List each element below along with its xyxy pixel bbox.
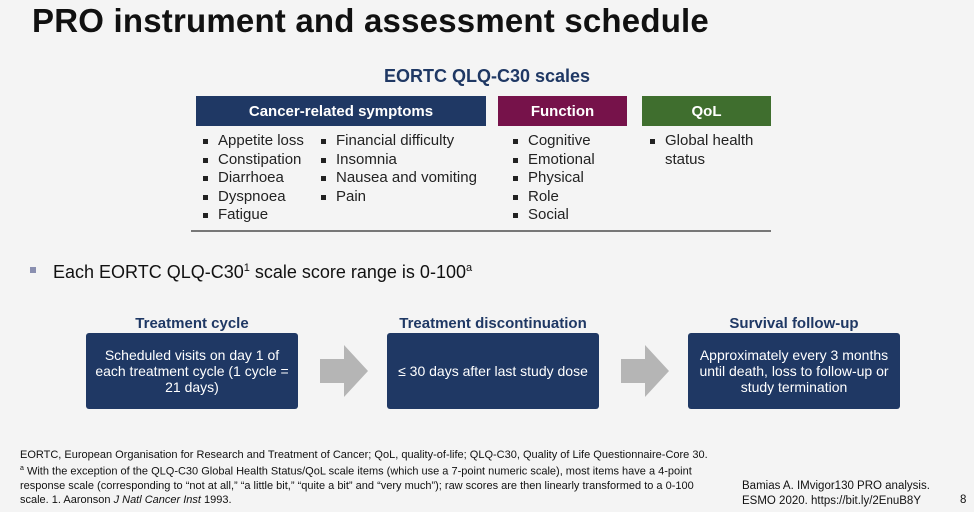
divider (191, 230, 771, 232)
symptoms-list-1: Appetite loss Constipation Diarrhoea Dys… (200, 132, 318, 225)
stage-label-treatment-cycle: Treatment cycle (135, 315, 249, 332)
list-item: Pain (318, 188, 478, 207)
list-item: Dyspnoea (200, 188, 318, 207)
stage-box-survival: Approximately every 3 months until death… (688, 333, 900, 409)
stage-box-discontinuation: ≤ 30 days after last study dose (387, 333, 599, 409)
symptoms-header: Cancer-related symptoms (196, 96, 486, 126)
qol-header: QoL (642, 96, 771, 126)
arrow-right-icon (320, 345, 368, 397)
stage-label-survival: Survival follow-up (729, 315, 859, 332)
scales-heading: EORTC QLQ-C30 scales (383, 66, 591, 86)
list-item: Role (510, 188, 628, 207)
list-item: Fatigue (200, 206, 318, 225)
footnote: EORTC, European Organisation for Researc… (20, 449, 708, 506)
list-item: Cognitive (510, 132, 628, 151)
page-number: 8 (960, 494, 967, 506)
list-item: Financial difficulty (318, 132, 478, 151)
symptoms-list-2: Financial difficulty Insomnia Nausea and… (318, 132, 478, 206)
list-item: Emotional (510, 151, 628, 170)
list-item: Nausea and vomiting (318, 169, 478, 188)
bullet-square-icon (30, 267, 36, 274)
list-item: Diarrhoea (200, 169, 318, 188)
stage-label-discontinuation: Treatment discontinuation (399, 315, 587, 332)
function-header: Function (498, 96, 627, 126)
stage-box-treatment-cycle: Scheduled visits on day 1 of each treatm… (86, 333, 298, 409)
list-item: Physical (510, 169, 628, 188)
citation: Bamias A. IMvigor130 PRO analysis. ESMO … (742, 480, 930, 507)
score-range-bullet: Each EORTC QLQ-C301 scale score range is… (30, 262, 472, 283)
page-title: PRO instrument and assessment schedule (32, 2, 709, 39)
arrow-right-icon (621, 345, 669, 397)
qol-list: Global health status (647, 132, 771, 169)
list-item: Social (510, 206, 628, 225)
list-item: Insomnia (318, 151, 478, 170)
function-list: Cognitive Emotional Physical Role Social (510, 132, 628, 225)
list-item: Appetite loss (200, 132, 318, 151)
list-item: Constipation (200, 151, 318, 170)
list-item: Global health status (647, 132, 771, 169)
